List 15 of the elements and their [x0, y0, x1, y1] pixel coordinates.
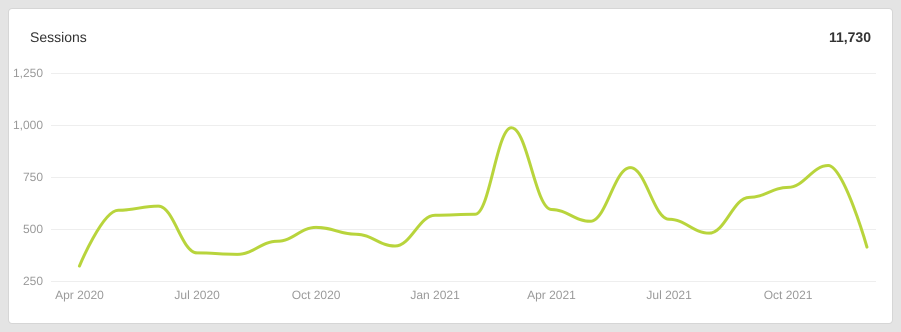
- line-series: [78, 126, 868, 268]
- x-tick-label: Oct 2021: [764, 288, 813, 302]
- y-tick-label: 750: [22, 170, 44, 184]
- x-tick-label: Apr 2020: [55, 288, 104, 302]
- x-tick-label: Jul 2020: [174, 288, 220, 302]
- y-tick-label: 1,250: [12, 66, 44, 80]
- x-tick-label: Jan 2021: [410, 288, 460, 302]
- y-tick-label: 500: [22, 222, 44, 236]
- chart-title: Sessions: [30, 29, 87, 45]
- text: 11,730: [828, 29, 872, 45]
- y-tick-label: 1,000: [12, 118, 44, 132]
- y-tick-label: 250: [22, 274, 44, 288]
- x-tick-label: Oct 2020: [292, 288, 341, 302]
- x-tick-label: Jul 2021: [646, 288, 692, 302]
- x-tick-label: Apr 2021: [527, 288, 576, 302]
